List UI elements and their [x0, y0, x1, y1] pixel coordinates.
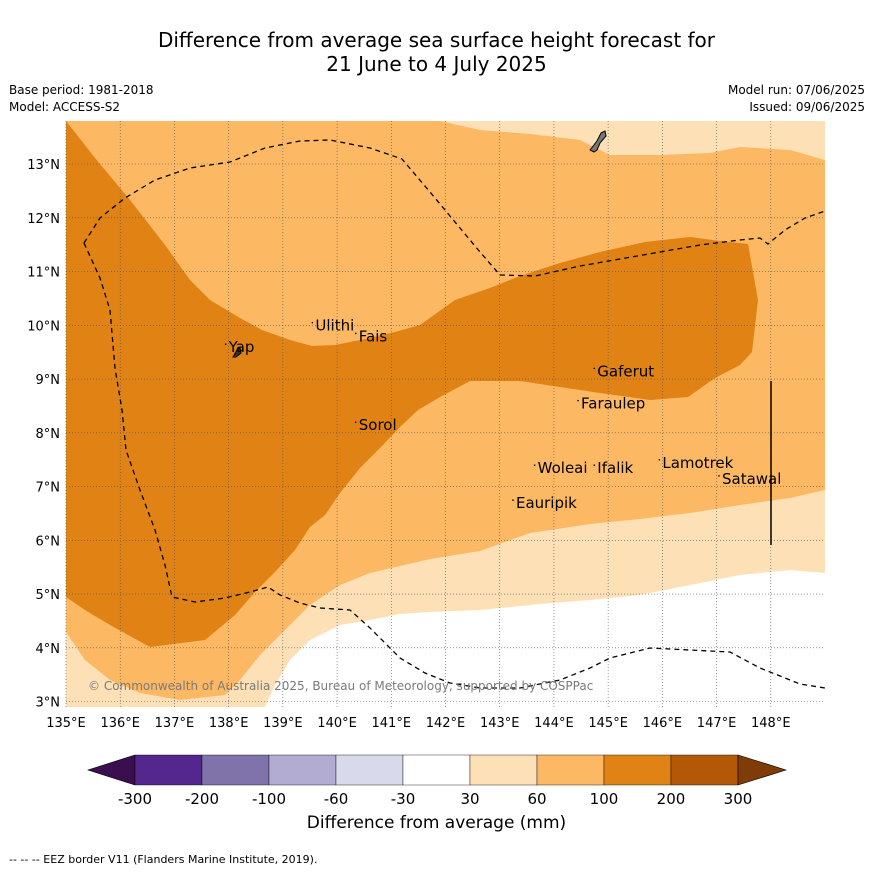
place-marker [354, 332, 357, 335]
colorbar-tick-label: 30 [460, 790, 479, 808]
colorbar-extend-low [87, 754, 136, 786]
y-axis-ticks: 3°N 4°N 5°N 6°N 7°N 8°N 9°N 10°N 11°N 12°N 13°N [27, 158, 60, 711]
colorbar-segment [536, 754, 605, 786]
place-label: Ulithi [315, 317, 354, 335]
place-label: Satawal [722, 470, 781, 488]
place-label: Woleai [538, 459, 588, 477]
title-line-2: 21 June to 4 July 2025 [326, 52, 547, 76]
place-labels: Yap Ulithi Fais Sorol Gaferut Faraulep Woleai I… [224, 317, 781, 512]
colorbar-extend-high [737, 754, 788, 786]
title-line-1: Difference from average sea surface heig… [157, 28, 716, 52]
colorbar-tick-label: 200 [657, 790, 686, 808]
copyright-watermark: © Commonwealth of Australia 2025, Bureau… [88, 679, 593, 693]
colorbar-segment [201, 754, 270, 786]
y-tick-label: 10°N [27, 319, 60, 334]
x-tick-label: 140°E [317, 716, 357, 731]
colorbar-tick-label: -30 [391, 790, 416, 808]
base-period-text: Base period: 1981-2018 [9, 83, 154, 97]
y-tick-label: 7°N [36, 481, 61, 496]
y-tick-label: 13°N [27, 158, 60, 173]
x-tick-label: 145°E [588, 716, 628, 731]
colorbar-segment [268, 754, 337, 786]
x-tick-label: 142°E [426, 716, 466, 731]
place-marker [224, 343, 227, 345]
place-marker [593, 464, 596, 466]
place-marker [512, 499, 514, 501]
x-axis-ticks: 135°E 136°E 137°E 138°E 139°E 140°E 141°E 142°E… [46, 716, 790, 731]
colorbar-tick-label: -200 [185, 790, 219, 808]
x-tick-label: 139°E [263, 716, 303, 731]
meta-left: Base period: 1981-2018 Model: ACCESS-S2 [9, 82, 154, 116]
y-tick-label: 9°N [36, 373, 61, 388]
colorbar-segment [402, 754, 471, 786]
issued-text: Issued: 09/06/2025 [749, 100, 865, 114]
yap-island [232, 347, 242, 358]
place-label: Eauripik [516, 494, 577, 512]
y-tick-label: 4°N [36, 642, 61, 657]
x-tick-label: 137°E [155, 716, 195, 731]
legend-note: -- -- -- EEZ border V11 (Flanders Marine… [9, 853, 318, 866]
x-tick-label: 146°E [643, 716, 683, 731]
colorbar-tick-label: 60 [527, 790, 546, 808]
place-label: Lamotrek [662, 454, 733, 472]
place-marker [533, 464, 536, 466]
colorbar-segment [335, 754, 404, 786]
chart-title: Difference from average sea surface heig… [0, 28, 873, 76]
place-label: Gaferut [597, 362, 654, 380]
colorbar-tick-label: -100 [252, 790, 286, 808]
colorbar-label: Difference from average (mm) [306, 813, 567, 833]
y-tick-label: 11°N [27, 266, 60, 281]
place-marker [354, 421, 357, 423]
place-marker [311, 321, 314, 324]
place-label: Faraulep [581, 395, 645, 413]
x-tick-label: 143°E [480, 716, 520, 731]
x-tick-label: 147°E [697, 716, 737, 731]
place-label: Yap [228, 338, 255, 356]
y-tick-label: 12°N [27, 212, 60, 227]
model-text: Model: ACCESS-S2 [9, 100, 121, 114]
x-tick-label: 144°E [534, 716, 574, 731]
colorbar-segment [469, 754, 538, 786]
place-label: Sorol [359, 416, 397, 434]
colorbar-segment [134, 754, 203, 786]
x-tick-label: 141°E [372, 716, 412, 731]
x-tick-label: 148°E [751, 716, 791, 731]
colorbar-tick-label: -60 [324, 790, 349, 808]
colorbar-tick-label: 300 [724, 790, 753, 808]
x-tick-label: 138°E [209, 716, 249, 731]
y-tick-label: 5°N [36, 588, 61, 603]
place-marker [593, 367, 596, 370]
place-marker [577, 399, 579, 402]
colorbar-segment [670, 754, 739, 786]
y-tick-label: 8°N [36, 427, 61, 442]
place-label: Fais [359, 327, 388, 345]
y-tick-label: 6°N [36, 534, 61, 549]
band-100-200 [66, 121, 758, 647]
x-tick-label: 136°E [100, 716, 140, 731]
x-tick-label: 135°E [46, 716, 86, 731]
gridlines [65, 121, 825, 707]
model-run-text: Model run: 07/06/2025 [727, 83, 865, 97]
colorbar-tick-label: -300 [118, 790, 152, 808]
colorbar-segment [603, 754, 672, 786]
place-marker [658, 458, 661, 461]
colorbar-tick-label: 100 [590, 790, 619, 808]
place-marker [718, 475, 720, 477]
anomaly-field [66, 121, 825, 707]
meta-right: Model run: 07/06/2025 Issued: 09/06/2025 [728, 82, 865, 116]
y-tick-label: 3°N [36, 696, 61, 711]
colorbar: -300 -200 -100 -60 -30 30 60 100 200 300 [87, 754, 788, 808]
eez-border [83, 139, 825, 689]
place-label: Ifalik [597, 459, 633, 477]
guam-island [589, 130, 607, 153]
